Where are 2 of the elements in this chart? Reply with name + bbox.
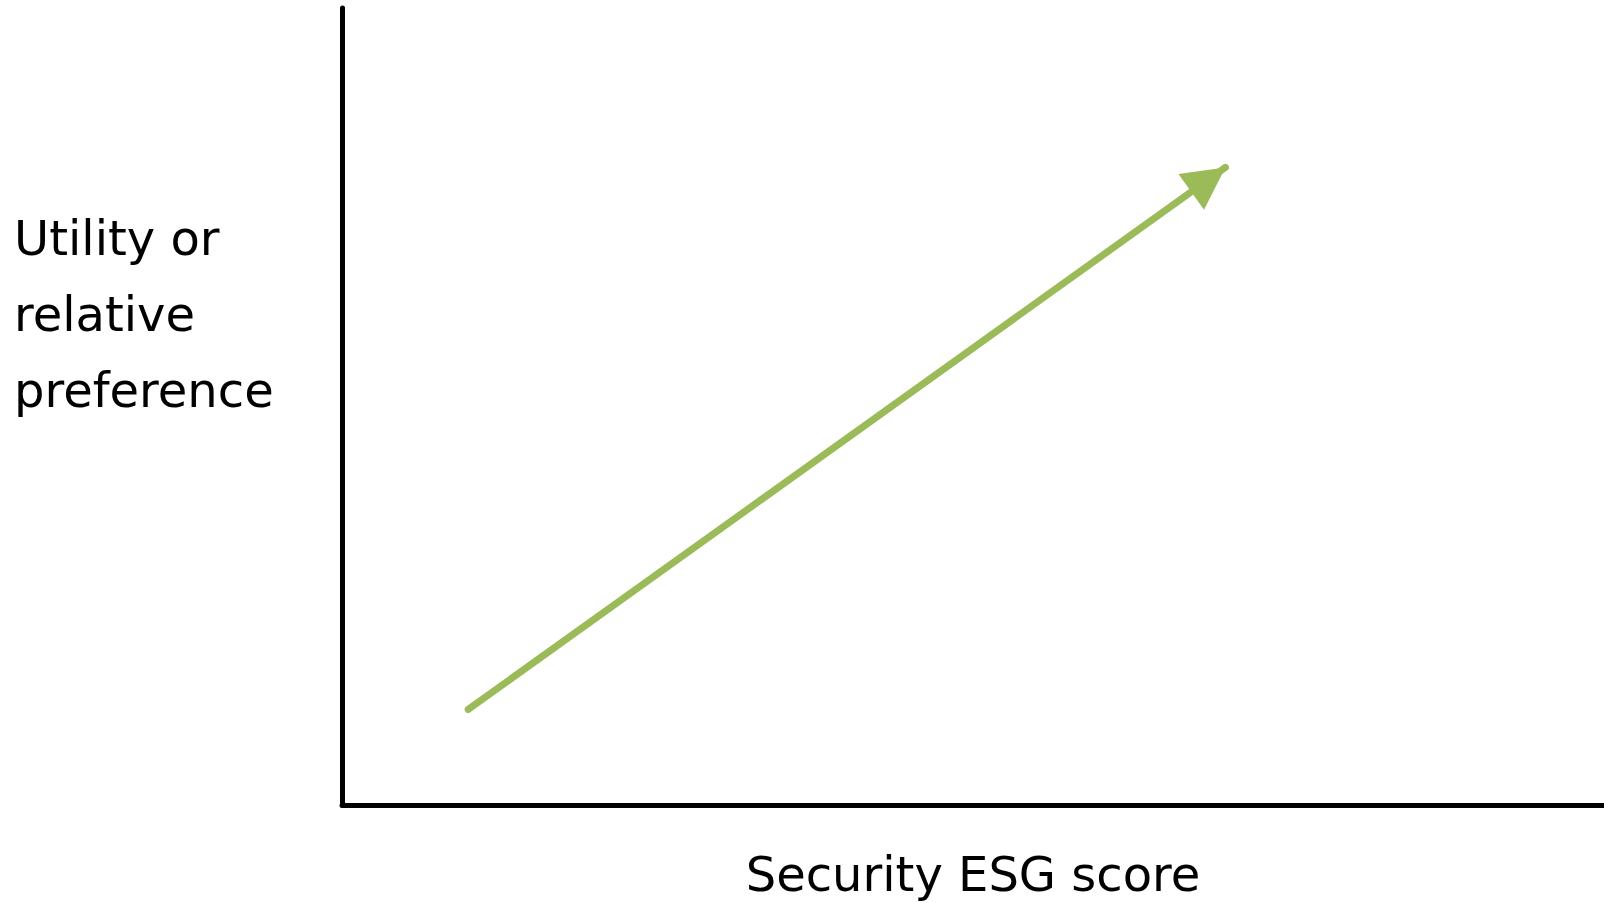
x-axis-title: Security ESG score <box>745 846 1201 902</box>
y-axis-title: Utility or relative preference <box>14 210 274 418</box>
